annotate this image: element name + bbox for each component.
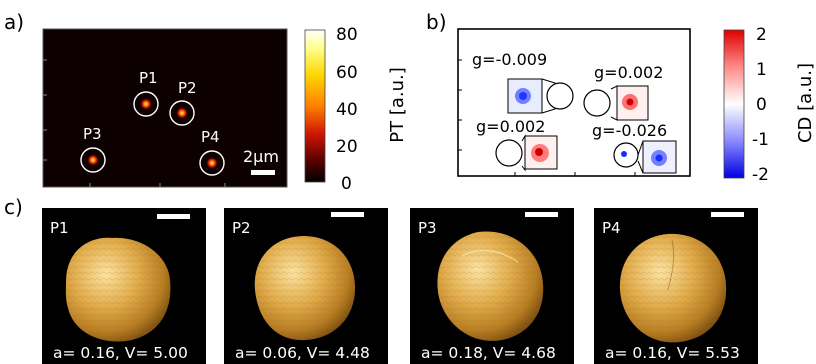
particle-label-p2: P2 [178,79,197,97]
cd-colorbar-title: CD [a.u.] [795,63,816,143]
ring-p2 [169,100,195,126]
tile-label-p4: P4 [602,219,621,237]
pt-spot-p3 [87,154,99,166]
pt-colorbar-title: PT [a.u.] [387,67,408,143]
particle-tile-p3: P3 a= 0.18, V= 4.68 [410,208,574,364]
scalebar [251,170,275,175]
cd-tick-1: 1 [756,60,767,80]
particle-tile-p1: P1 a= 0.16, V= 5.00 [42,208,206,364]
pt-tick-60: 60 [336,63,358,83]
pt-spot-p4 [206,157,218,169]
particle-outline-1 [546,82,574,110]
cd-tick-m2: -2 [752,165,769,185]
tile-label-p3: P3 [418,219,437,237]
tile-scalebar-p4 [711,212,744,217]
ring-p3 [80,147,106,173]
cd-tick-2: 2 [756,25,767,45]
ring-p4 [199,150,225,176]
scalebar-label: 2μm [243,147,279,166]
pt-spot-p1 [140,98,152,110]
ring-p1 [133,91,159,117]
particle-tile-p2: P2 a= 0.06, V= 4.48 [224,208,388,364]
cd-colorbar: 2 1 0 -1 -2 CD [a.u.] [723,25,816,185]
pt-tick-40: 40 [336,100,358,120]
pt-tick-20: 20 [336,137,358,157]
g-value-1: g=-0.009 [472,50,547,69]
g-value-4: g=-0.026 [592,121,667,140]
tile-label-p1: P1 [50,219,69,237]
g-value-2: g=0.002 [594,63,663,82]
pt-map: P1 P2 P3 P4 2μm [42,28,288,188]
tile-scalebar-p1 [157,214,190,219]
tile-caption-p4: a= 0.16, V= 5.53 [605,344,740,362]
pt-tick-0: 0 [341,174,352,194]
cd-map: g=-0.009 g=0.002 g=0.002 g=-0.026 [457,28,691,177]
particle-label-p3: P3 [83,125,102,143]
particle-outline-3 [495,139,523,167]
tile-caption-p3: a= 0.18, V= 4.68 [421,344,556,362]
particle-outline-2 [583,89,611,117]
particle-tile-p4: P4 a= 0.16, V= 5.53 [594,208,758,364]
tile-scalebar-p2 [331,212,364,217]
cd-tick-0: 0 [756,95,767,115]
pt-spot-p2 [176,107,188,119]
particle-label-p4: P4 [201,128,220,146]
panel-c-label: c) [4,195,23,219]
pt-colorbar: 80 60 40 20 0 PT [a.u.] [304,25,408,194]
panel-a-label: a) [4,10,24,34]
g-value-3: g=0.002 [476,117,545,136]
tile-caption-p2: a= 0.06, V= 4.48 [235,344,370,362]
tile-label-p2: P2 [232,219,251,237]
tile-scalebar-p3 [525,212,558,217]
pt-tick-80: 80 [336,25,358,45]
tile-caption-p1: a= 0.16, V= 5.00 [53,344,188,362]
particle-label-p1: P1 [139,69,158,87]
cd-tick-m1: -1 [752,130,769,150]
panel-b-label: b) [426,10,447,34]
